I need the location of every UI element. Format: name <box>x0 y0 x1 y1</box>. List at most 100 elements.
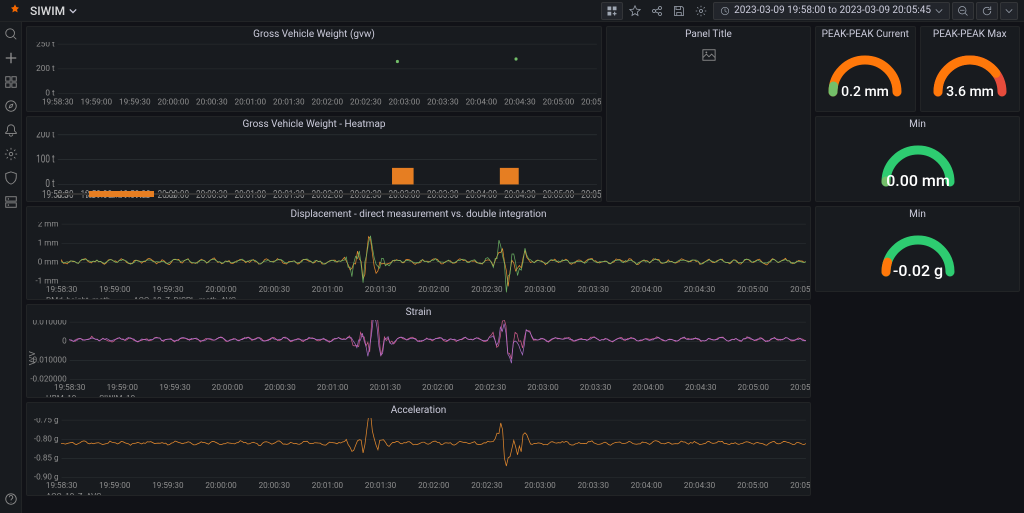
chevron-down-icon <box>69 7 77 15</box>
save-button[interactable] <box>669 2 689 20</box>
alerting-icon[interactable] <box>3 122 19 138</box>
config-icon[interactable] <box>3 146 19 162</box>
svg-text:20:00:30: 20:00:30 <box>259 285 291 294</box>
panel-strain[interactable]: Strain 0.0100000-0.010000-0.02000019:58:… <box>26 304 811 398</box>
svg-text:20:01:00: 20:01:00 <box>312 481 344 490</box>
svg-text:3.6 mm: 3.6 mm <box>946 84 994 100</box>
refresh-interval-button[interactable] <box>1000 2 1018 20</box>
panel-title: Displacement - direct measurement vs. do… <box>27 207 810 222</box>
panel-gauge-peak-max[interactable]: PEAK-PEAK Max 3.6 mm <box>920 26 1021 112</box>
svg-text:19:58:30: 19:58:30 <box>54 383 86 392</box>
dashboard-title[interactable]: SIWIM <box>30 4 77 18</box>
gauge: 0.2 mm <box>817 42 913 106</box>
search-icon[interactable] <box>3 26 19 42</box>
panel-gauge-min1[interactable]: Min 0.00 mm <box>815 116 1020 202</box>
time-range-text: 2023-03-09 19:58:00 to 2023-03-09 20:05:… <box>734 5 931 16</box>
svg-text:20:00:00: 20:00:00 <box>157 97 189 106</box>
svg-text:20:04:30: 20:04:30 <box>504 97 536 106</box>
svg-text:20:03:00: 20:03:00 <box>389 97 421 106</box>
svg-text:19:59:00: 19:59:00 <box>80 97 112 106</box>
svg-text:20:01:00: 20:01:00 <box>312 285 344 294</box>
svg-text:20:02:30: 20:02:30 <box>350 97 382 106</box>
share-button[interactable] <box>647 2 667 20</box>
svg-text:0.00 mm: 0.00 mm <box>886 171 950 190</box>
svg-text:20:05:30: 20:05:30 <box>581 97 601 106</box>
plus-icon[interactable] <box>3 50 19 66</box>
svg-text:20:03:30: 20:03:30 <box>427 97 459 106</box>
svg-text:20:03:00: 20:03:00 <box>524 481 556 490</box>
zoom-out-button[interactable] <box>952 2 974 20</box>
svg-text:20:05:30: 20:05:30 <box>790 285 810 294</box>
legend: DMd_height_mathACC_10_Z_DISPL_math_AVG <box>27 294 810 300</box>
legend: HBM_10SIWIM_10 <box>27 392 810 398</box>
svg-text:20:00:30: 20:00:30 <box>259 481 291 490</box>
svg-text:19:59:30: 19:59:30 <box>159 383 191 392</box>
svg-text:-0.75 g: -0.75 g <box>34 418 59 425</box>
svg-text:20:03:00: 20:03:00 <box>524 285 556 294</box>
star-button[interactable] <box>625 2 645 20</box>
svg-text:20:04:00: 20:04:00 <box>466 97 498 106</box>
time-picker[interactable]: 2023-03-09 19:58:00 to 2023-03-09 20:05:… <box>713 2 950 20</box>
admin-icon[interactable] <box>3 170 19 186</box>
svg-text:19:59:00: 19:59:00 <box>99 285 131 294</box>
dashboards-icon[interactable] <box>3 74 19 90</box>
svg-text:20:04:00: 20:04:00 <box>631 481 663 490</box>
help-icon[interactable] <box>3 491 19 507</box>
panel-title: Acceleration <box>27 403 810 418</box>
clock-icon <box>720 6 730 16</box>
panel-displacement[interactable]: Displacement - direct measurement vs. do… <box>26 206 811 300</box>
svg-text:20:02:30: 20:02:30 <box>475 383 507 392</box>
svg-text:20:01:00: 20:01:00 <box>317 383 349 392</box>
dashboard-title-text: SIWIM <box>30 4 65 18</box>
nav-sidebar <box>0 22 22 513</box>
svg-text:20:05:00: 20:05:00 <box>738 383 770 392</box>
add-panel-button[interactable] <box>601 2 623 20</box>
svg-text:19:59:30: 19:59:30 <box>152 285 184 294</box>
svg-text:20:05:30: 20:05:30 <box>790 481 810 490</box>
top-bar: SIWIM 2023-03-09 19:58:00 to 2023-03-09 … <box>0 0 1024 22</box>
server-icon[interactable] <box>3 194 19 210</box>
settings-button[interactable] <box>691 2 711 20</box>
svg-text:19:59:30: 19:59:30 <box>119 97 151 106</box>
svg-text:19:59:00: 19:59:00 <box>107 383 139 392</box>
svg-text:20:01:00: 20:01:00 <box>235 97 267 106</box>
svg-text:20:01:30: 20:01:30 <box>273 97 305 106</box>
panel-empty[interactable]: Panel Title <box>606 26 811 202</box>
chart-area[interactable]: 2 mm1 mm0 mm-1 mm19:58:3019:59:0019:59:3… <box>27 222 810 294</box>
chart-area[interactable]: 250 t200 t0 t19:58:3019:59:0019:59:3020:… <box>27 42 601 107</box>
refresh-button[interactable] <box>976 2 998 20</box>
svg-text:20:05:30: 20:05:30 <box>790 383 810 392</box>
grafana-logo-icon[interactable] <box>6 2 24 20</box>
panel-acceleration[interactable]: Acceleration -0.75 g-0.80 g-0.85 g-0.90 … <box>26 402 811 496</box>
svg-text:20:02:00: 20:02:00 <box>312 97 344 106</box>
panel-title: Min <box>816 117 1019 132</box>
panel-title: Min <box>816 207 1019 222</box>
svg-text:20:01:30: 20:01:30 <box>365 285 397 294</box>
panel-gauge-min2[interactable]: Min -0.02 g <box>815 206 1020 292</box>
svg-text:19:58:30: 19:58:30 <box>42 97 74 106</box>
svg-text:19:59:30: 19:59:30 <box>152 481 184 490</box>
svg-text:20:03:30: 20:03:30 <box>578 481 610 490</box>
svg-text:20:04:00: 20:04:00 <box>633 383 665 392</box>
svg-text:20:02:30: 20:02:30 <box>471 285 503 294</box>
panel-title: PEAK-PEAK Max <box>921 27 1020 42</box>
gauge: 0.00 mm <box>843 132 993 196</box>
heatmap-scrubber[interactable]: 0.51.02.04.05.0 <box>57 189 595 199</box>
panel-gvw-chart[interactable]: Gross Vehicle Weight (gvw) 250 t200 t0 t… <box>26 26 602 112</box>
panel-gvw-heatmap[interactable]: Gross Vehicle Weight - Heatmap 200 t100 … <box>26 116 602 202</box>
svg-text:20:00:30: 20:00:30 <box>196 97 228 106</box>
svg-text:20:02:00: 20:02:00 <box>418 481 450 490</box>
svg-text:0: 0 <box>62 336 67 346</box>
svg-text:20:04:00: 20:04:00 <box>631 285 663 294</box>
chart-area[interactable]: -0.75 g-0.80 g-0.85 g-0.90 g19:58:3019:5… <box>27 418 810 490</box>
svg-text:20:04:30: 20:04:30 <box>684 481 716 490</box>
svg-text:20:03:00: 20:03:00 <box>527 383 559 392</box>
panel-gauge-peak-current[interactable]: PEAK-PEAK Current 0.2 mm <box>815 26 916 112</box>
svg-text:20:00:00: 20:00:00 <box>212 383 244 392</box>
explore-icon[interactable] <box>3 98 19 114</box>
svg-text:-0.85 g: -0.85 g <box>34 453 59 463</box>
svg-text:20:02:00: 20:02:00 <box>418 285 450 294</box>
panel-title: Gross Vehicle Weight (gvw) <box>27 27 601 42</box>
svg-text:20:04:30: 20:04:30 <box>685 383 717 392</box>
chart-area[interactable]: 0.0100000-0.010000-0.02000019:58:3019:59… <box>27 320 810 392</box>
